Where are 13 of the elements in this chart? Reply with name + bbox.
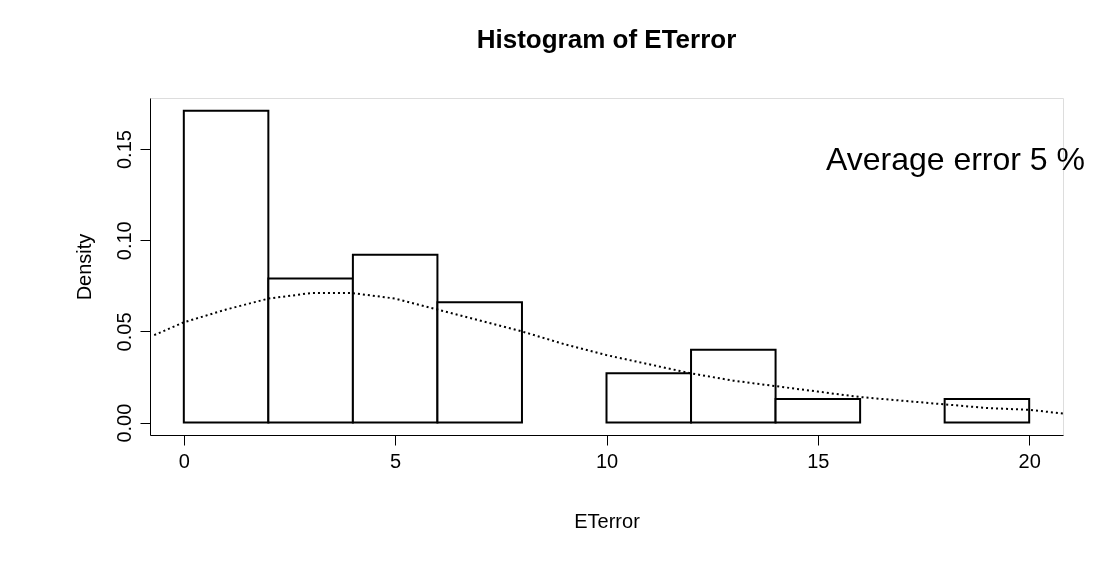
- x-axis-title: ETerror: [574, 509, 641, 532]
- x-tick-label: 20: [1018, 449, 1041, 472]
- annotation: Average error 5 %: [825, 141, 1085, 177]
- x-tick-label: 5: [390, 449, 402, 472]
- y-axis-title: Density: [72, 233, 95, 301]
- x-tick-label: 0: [178, 449, 190, 472]
- x-tick-label: 10: [595, 449, 619, 472]
- y-tick-label: 0.15: [112, 130, 135, 170]
- y-tick-label: 0.05: [112, 312, 135, 352]
- y-tick-label: 0.00: [112, 403, 135, 443]
- chart-title: Histogram of ETerror: [476, 24, 737, 54]
- x-tick-label: 15: [807, 449, 830, 472]
- y-tick-label: 0.10: [112, 221, 135, 261]
